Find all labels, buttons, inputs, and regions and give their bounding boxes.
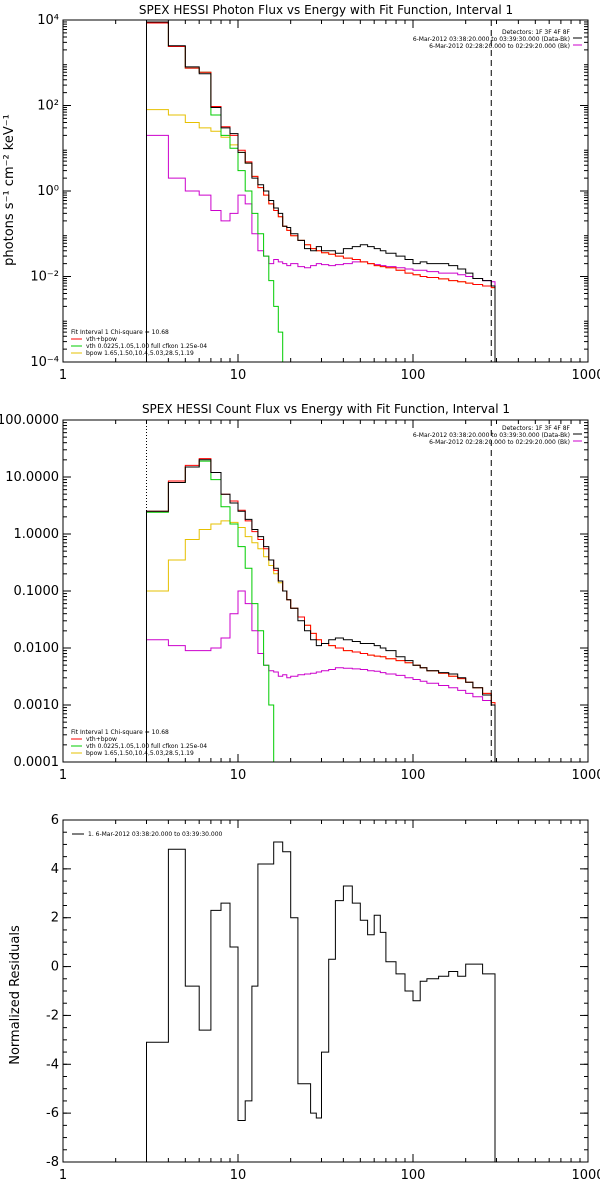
y-tick-label: 10⁰ (37, 184, 59, 199)
x-tick-label: 10 (230, 1168, 247, 1183)
legend-fit-label: vth+bpow (86, 336, 117, 343)
y-tick-label: 2 (51, 911, 59, 926)
y-tick-label: 0.0010 (14, 698, 60, 713)
series-background-line (146, 590, 496, 762)
x-tick-label: 10 (230, 768, 247, 783)
count-flux-chart: SPEX HESSI Count Flux vs Energy with Fit… (0, 402, 600, 783)
legend-fit-interval: Fit Interval 1 Chi-square = 10.68 (71, 329, 169, 336)
legend-bpow-label: bpow 1.65,1.50,10.4,5.03,28.5,1.19 (86, 350, 194, 357)
legend-fit-label: vth+bpow (86, 736, 117, 743)
x-tick-label: 1 (59, 368, 67, 383)
legend-bk-interval: 6-Mar-2012 02:28:20.000 to 02:29:20.000 … (429, 439, 570, 446)
y-tick-label: -8 (46, 1155, 59, 1170)
x-tick-label: 1 (59, 768, 67, 783)
series-fit-line (146, 22, 496, 362)
legend-topright: Detectors: 1F 3F 4F 8F 6-Mar-2012 03:38:… (413, 425, 582, 446)
y-tick-label: 0.1000 (14, 584, 60, 599)
y-tick-label: 10⁴ (37, 13, 59, 28)
series-total-line (146, 21, 496, 362)
legend-data-interval: 6-Mar-2012 03:38:20.000 to 03:39:30.000 … (413, 36, 570, 43)
legend-fit-interval: Fit Interval 1 Chi-square = 10.68 (71, 729, 169, 736)
x-tick-label: 100 (401, 368, 426, 383)
x-tick-label: 1000 (571, 768, 600, 783)
legend-label: 1. 6-Mar-2012 03:38:20.000 to 03:39:30.0… (88, 831, 223, 838)
y-axis-label: Normalized Residuals (8, 925, 23, 1065)
y-tick-label: 6 (51, 813, 59, 828)
plot-frame (62, 19, 589, 363)
legend-topright: Detectors: 1F 3F 4F 8F 6-Mar-2012 03:38:… (413, 29, 582, 50)
series-total-line (146, 841, 496, 1162)
y-tick-label: 10.0000 (5, 470, 59, 485)
series-vth-line (146, 460, 279, 762)
y-tick-label: 100.0000 (0, 413, 59, 428)
legend-bottomleft: Fit Interval 1 Chi-square = 10.68 vth+bp… (71, 729, 207, 757)
legend-bottomleft: Fit Interval 1 Chi-square = 10.68 vth+bp… (71, 329, 207, 357)
chart-title: SPEX HESSI Count Flux vs Energy with Fit… (142, 402, 510, 416)
plot-frame (62, 819, 589, 1163)
series-total-line (146, 459, 496, 762)
chart-title: SPEX HESSI Photon Flux vs Energy with Fi… (139, 3, 513, 17)
series-background-line (146, 134, 496, 362)
y-tick-label: 0.0001 (14, 755, 60, 770)
y-tick-label: -2 (46, 1008, 59, 1023)
legend-bpow-label: bpow 1.65,1.50,10.4,5.03,28.5,1.19 (86, 750, 194, 757)
legend-bk-interval: 6-Mar-2012 02:28:20.000 to 02:29:20.000 … (429, 43, 570, 50)
series-fit-line (146, 458, 496, 762)
series-bpow-line (146, 520, 496, 762)
y-tick-label: -4 (46, 1057, 59, 1072)
plot-frame (62, 419, 589, 763)
x-tick-label: 10 (230, 368, 247, 383)
series-vth-line (146, 22, 287, 362)
y-tick-label: 1.0000 (14, 527, 60, 542)
x-tick-label: 1000 (571, 1168, 600, 1183)
legend-detectors: Detectors: 1F 3F 4F 8F (502, 425, 571, 432)
y-tick-label: 10⁻⁴ (30, 355, 59, 370)
y-axis-label: photons s⁻¹ cm⁻² keV⁻¹ (2, 114, 17, 266)
legend-topleft: 1. 6-Mar-2012 03:38:20.000 to 03:39:30.0… (72, 831, 223, 838)
y-tick-label: -6 (46, 1106, 59, 1121)
x-tick-label: 1000 (571, 368, 600, 383)
y-tick-label: 10⁻² (30, 270, 59, 285)
legend-detectors: Detectors: 1F 3F 4F 8F (502, 29, 571, 36)
photon-flux-chart: SPEX HESSI Photon Flux vs Energy with Fi… (2, 3, 600, 383)
y-tick-label: 4 (51, 862, 59, 877)
y-tick-label: 0.0100 (14, 641, 60, 656)
residuals-chart: Normalized Residuals 1. 6-Mar-2012 03:38… (8, 813, 600, 1183)
y-tick-label: 10² (37, 99, 59, 114)
y-tick-label: 0 (51, 960, 59, 975)
series-bpow-line (146, 109, 496, 362)
x-tick-label: 1 (59, 1168, 67, 1183)
x-tick-label: 100 (401, 1168, 426, 1183)
x-tick-label: 100 (401, 768, 426, 783)
